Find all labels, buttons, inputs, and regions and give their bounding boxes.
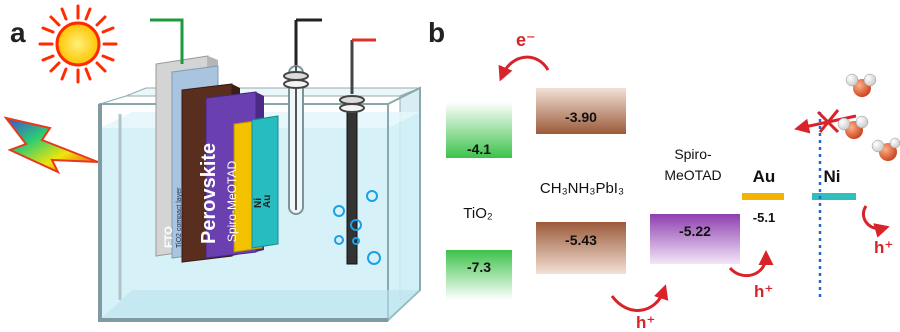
hole-arrow-1 (610, 284, 669, 312)
spiro-label: Spiro-MeOTAD (225, 161, 239, 242)
reference-electrode (283, 18, 322, 215)
perovskite-vb-box (536, 222, 626, 274)
electron-transfer-arrow (498, 55, 550, 82)
au-level-bar (742, 193, 784, 200)
au-label: Au (753, 167, 776, 186)
perovskite-vb-value: -5.43 (565, 232, 597, 248)
tio2-compact-label: TiO2 compact layer (176, 187, 183, 248)
perovskite-label: Perovskite (198, 143, 220, 244)
blocked-x-icon (816, 109, 840, 134)
au-value: -5.1 (753, 210, 775, 225)
water-molecule-icon (845, 73, 877, 97)
ni-level-bar (812, 193, 856, 200)
electrode-stack (150, 18, 279, 263)
perovskite-cb-value: -3.90 (565, 109, 597, 125)
sun-icon (38, 4, 118, 84)
spiro-label-line2: MeOTAD (664, 167, 721, 183)
panel-a-label: a (10, 17, 26, 48)
tio2-label: TiO₂ (463, 205, 493, 222)
hole-arrow-3 (861, 205, 890, 238)
spiro-value: -5.22 (679, 223, 711, 239)
spiro-box (650, 214, 740, 264)
lightning-icon (3, 116, 99, 175)
tio2-cb-box (446, 102, 512, 158)
tio2-cb-value: -4.1 (467, 141, 491, 157)
hole-label-1: h⁺ (636, 313, 655, 332)
tio2-vb-value: -7.3 (467, 259, 491, 275)
perovskite-label: CH₃NH₃PbI₃ (540, 180, 624, 197)
counter-electrode (339, 38, 376, 265)
ni-label: Ni (253, 198, 264, 208)
panel-b-label: b (428, 17, 445, 48)
hole-label-2: h⁺ (754, 282, 773, 301)
hole-label-3: h⁺ (874, 238, 893, 257)
perovskite-cb-box (536, 88, 626, 134)
water-molecule-icon (837, 115, 869, 139)
water-molecule-icon (871, 137, 900, 161)
gas-bubbles (333, 190, 381, 265)
ni-label: Ni (824, 167, 841, 186)
fto-label: FTO (163, 226, 175, 248)
spiro-label-line1: Spiro- (674, 146, 712, 162)
tio2-vb-box (446, 250, 512, 300)
electron-label: e⁻ (516, 30, 536, 50)
hole-arrow-2 (728, 250, 774, 278)
au-label: Au (262, 195, 273, 208)
